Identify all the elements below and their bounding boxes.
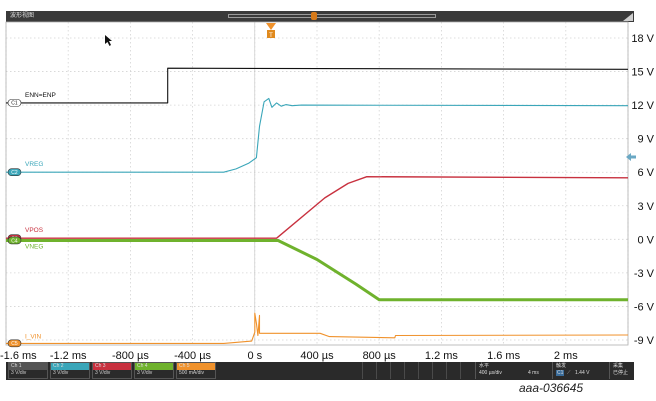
- x-tick-label: 0 s: [247, 350, 262, 362]
- timebase-value: 400 µs/div: [479, 370, 502, 376]
- channel-5-name: Ch 5: [177, 363, 215, 370]
- trace-enn-enp: [6, 67, 629, 104]
- trigger-arrow-icon: [266, 23, 276, 30]
- x-tick-label: -400 µs: [174, 350, 211, 362]
- channel-5-scale: 500 mA/div: [179, 370, 205, 376]
- trace-i-vin: [6, 312, 629, 344]
- y-tick-label: 6 V: [637, 167, 654, 179]
- channel-3-scale: 3 V/div: [95, 370, 111, 376]
- acquisition-label: 采集: [613, 363, 624, 369]
- channel-1-badge[interactable]: Ch 1 3 V/div: [8, 362, 48, 379]
- trigger-slope-icon: ⟋: [567, 370, 571, 376]
- plot-border: [5, 21, 629, 346]
- tick-labels: 18 V 15 V 12 V 9 V 6 V 3 V 0 V -3 V -6 V -9 V -1.6…: [0, 33, 655, 362]
- grid: [5, 21, 629, 346]
- figure-caption: aaa-036645: [519, 381, 584, 395]
- series-label: I_VIN: [25, 333, 42, 340]
- mouse-pointer-icon: [105, 35, 112, 46]
- channel-1-name: Ch 1: [9, 363, 47, 370]
- trigger-level-value: 1.44 V: [575, 370, 590, 376]
- horizontal-settings[interactable]: 水平 400 µs/div 4 ms: [475, 362, 552, 379]
- control-button-6[interactable]: [432, 362, 446, 379]
- trigger-flag-letter: T: [269, 33, 273, 39]
- channel-marker-label: C2: [11, 170, 18, 176]
- series-label: VREG: [25, 161, 43, 168]
- channel-marker-label: C1: [11, 101, 18, 107]
- channel-marker-label: C5: [11, 341, 18, 347]
- y-tick-label: 12 V: [631, 100, 654, 112]
- y-tick-label: -3 V: [634, 268, 655, 280]
- record-length-value: 4 ms: [528, 370, 539, 376]
- trigger-channel: C1: [556, 370, 565, 376]
- trace-vneg: [6, 239, 628, 302]
- control-button-7[interactable]: [446, 362, 460, 379]
- traces: [6, 67, 629, 344]
- channel-marker-label: C4: [11, 238, 18, 244]
- trigger-label: 触发: [556, 363, 567, 369]
- channel-2-badge[interactable]: Ch 2 3 V/div: [50, 362, 90, 379]
- y-tick-label: 0 V: [637, 234, 654, 246]
- scope-status-bar: Ch 1 3 V/div Ch 2 3 V/div Ch 3 3 V/div C…: [6, 362, 634, 380]
- control-button-8[interactable]: [460, 362, 474, 379]
- control-button-2[interactable]: [376, 362, 390, 379]
- horizontal-label: 水平: [479, 363, 490, 369]
- y-tick-label: 3 V: [637, 201, 654, 213]
- channel-2-scale: 3 V/div: [53, 370, 69, 376]
- window-title: 波形视图: [10, 13, 35, 19]
- series-label: ENN=ENP: [25, 92, 56, 99]
- control-button-4[interactable]: [404, 362, 418, 379]
- channel-marker-shape: [7, 168, 22, 177]
- x-tick-label: 2 ms: [554, 350, 578, 362]
- series-label: VPOS: [25, 227, 44, 234]
- x-tick-label: 1.6 ms: [487, 350, 521, 362]
- trigger-flag-icon: [267, 30, 275, 38]
- x-tick-label: -800 µs: [112, 350, 149, 362]
- y-tick-label: -6 V: [634, 301, 655, 313]
- waveform-title-bar: 波形视图: [6, 11, 634, 22]
- channel-4-scale: 3 V/div: [137, 370, 153, 376]
- y-tick-label: -9 V: [634, 335, 655, 347]
- trace-vreg: [6, 97, 629, 173]
- channel-marker-shape: [7, 339, 22, 348]
- control-button-1[interactable]: [362, 362, 376, 379]
- acquisition-mode: 已停止: [613, 370, 629, 376]
- x-tick-label: 800 µs: [363, 350, 397, 362]
- control-button-5[interactable]: [418, 362, 432, 379]
- ref-arrow-icon[interactable]: [626, 153, 636, 161]
- corner-triangle-icon: [623, 13, 633, 21]
- channel-1-scale: 3 V/div: [11, 370, 27, 376]
- acquisition-settings[interactable]: 采集 已停止: [609, 362, 634, 379]
- trigger-settings[interactable]: 触发 C1 ⟋ 1.44 V: [552, 362, 609, 379]
- y-tick-label: 9 V: [637, 134, 654, 146]
- trigger-position-marker[interactable]: T: [266, 23, 276, 39]
- control-button-3[interactable]: [390, 362, 404, 379]
- series-label: VNEG: [25, 243, 43, 250]
- channel-4-name: Ch 4: [135, 363, 173, 370]
- channel-3-name: Ch 3: [93, 363, 131, 370]
- channel-marker-c1[interactable]: C1: [7, 99, 22, 107]
- y-tick-label: 18 V: [631, 33, 654, 45]
- x-tick-label: -1.2 ms: [50, 350, 87, 362]
- x-tick-label: -1.6 ms: [0, 350, 37, 362]
- x-tick-label: 400 µs: [300, 350, 334, 362]
- x-tick-label: 1.2 ms: [425, 350, 459, 362]
- channel-marker-shape: [7, 236, 22, 245]
- record-view-bar[interactable]: [228, 14, 436, 18]
- y-tick-label: 15 V: [631, 67, 654, 79]
- channel-marker-c2[interactable]: C2: [7, 168, 22, 177]
- trace-vpos: [6, 176, 629, 239]
- record-position-marker[interactable]: [311, 12, 317, 20]
- channel-4-badge[interactable]: Ch 4 3 V/div: [134, 362, 174, 379]
- channel-5-badge[interactable]: Ch 5 500 mA/div: [176, 362, 216, 379]
- channel-marker-shape: [7, 99, 22, 107]
- channel-2-name: Ch 2: [51, 363, 89, 370]
- channel-3-badge[interactable]: Ch 3 3 V/div: [92, 362, 132, 379]
- channel-marker-c4[interactable]: C4: [7, 236, 22, 245]
- channel-marker-c5[interactable]: C5: [7, 339, 22, 348]
